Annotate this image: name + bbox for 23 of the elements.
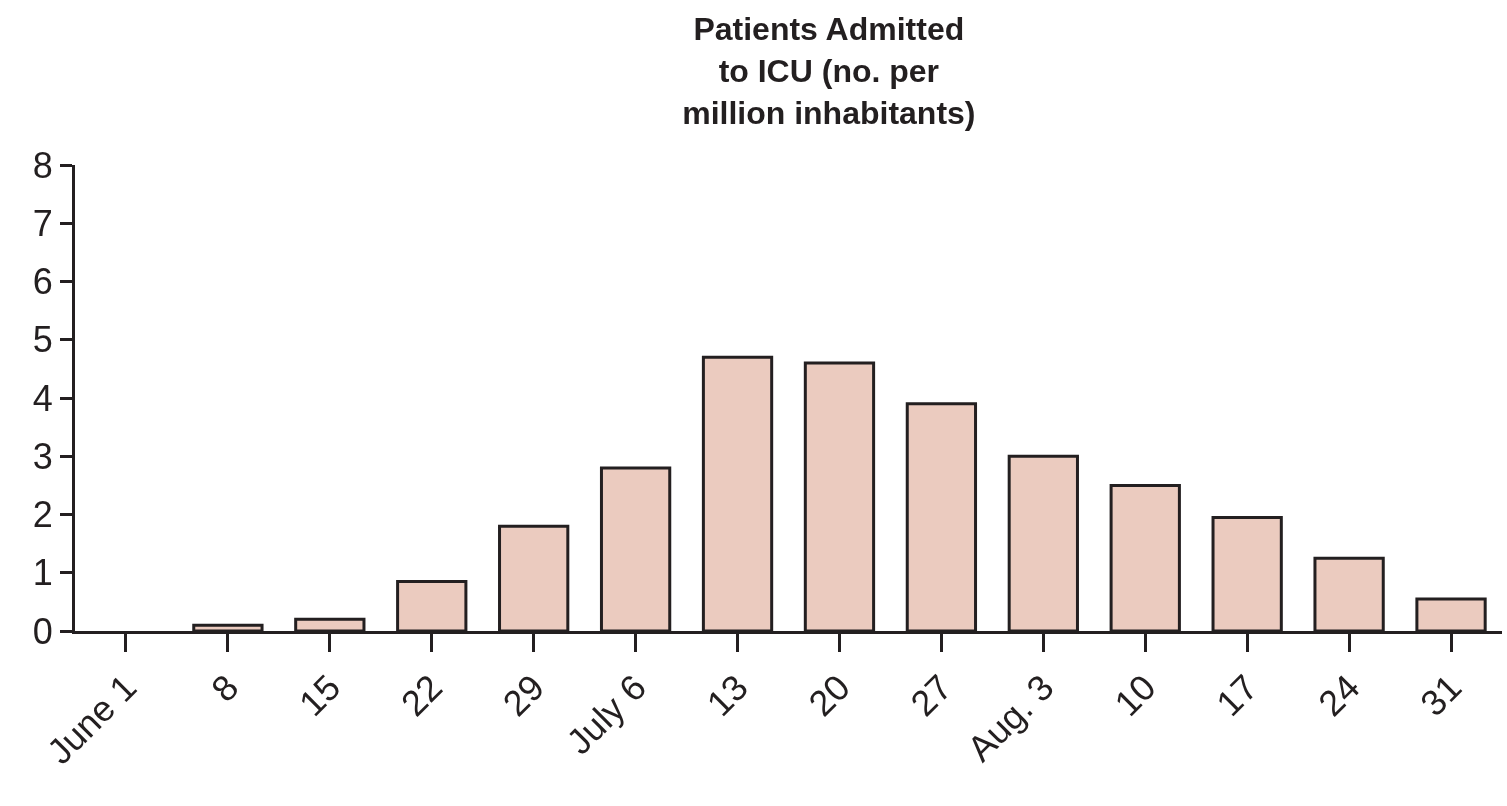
x-tick-label: 31 — [1412, 666, 1470, 724]
y-tick-label: 1 — [32, 552, 53, 594]
x-tick-label: 15 — [290, 666, 349, 724]
x-tick-label: July 6 — [558, 666, 654, 763]
y-tick-label: 0 — [32, 610, 53, 652]
y-tick-label: 6 — [32, 261, 53, 303]
x-tick-label: 10 — [1106, 666, 1164, 724]
x-tick-label: Aug. 3 — [959, 666, 1062, 770]
y-tick-label: 8 — [32, 144, 53, 186]
x-tick-label: 13 — [698, 666, 756, 724]
y-tick-label: 2 — [32, 494, 53, 536]
x-tick-label: 20 — [800, 666, 858, 724]
x-tick-label: 27 — [902, 666, 960, 724]
x-tick-label: 17 — [1208, 666, 1266, 724]
x-tick-label: 24 — [1310, 666, 1368, 724]
chart-title: Patients Admitted to ICU (no. per million inhabitants) — [682, 11, 976, 131]
x-tick-label: 29 — [494, 666, 553, 724]
x-tick-label: 8 — [203, 666, 247, 710]
y-tick-label: 5 — [32, 319, 53, 361]
x-tick-label: 22 — [392, 666, 451, 724]
y-tick-label: 4 — [32, 377, 53, 419]
y-tick-label: 7 — [32, 202, 53, 244]
y-tick-label: 3 — [32, 435, 53, 477]
